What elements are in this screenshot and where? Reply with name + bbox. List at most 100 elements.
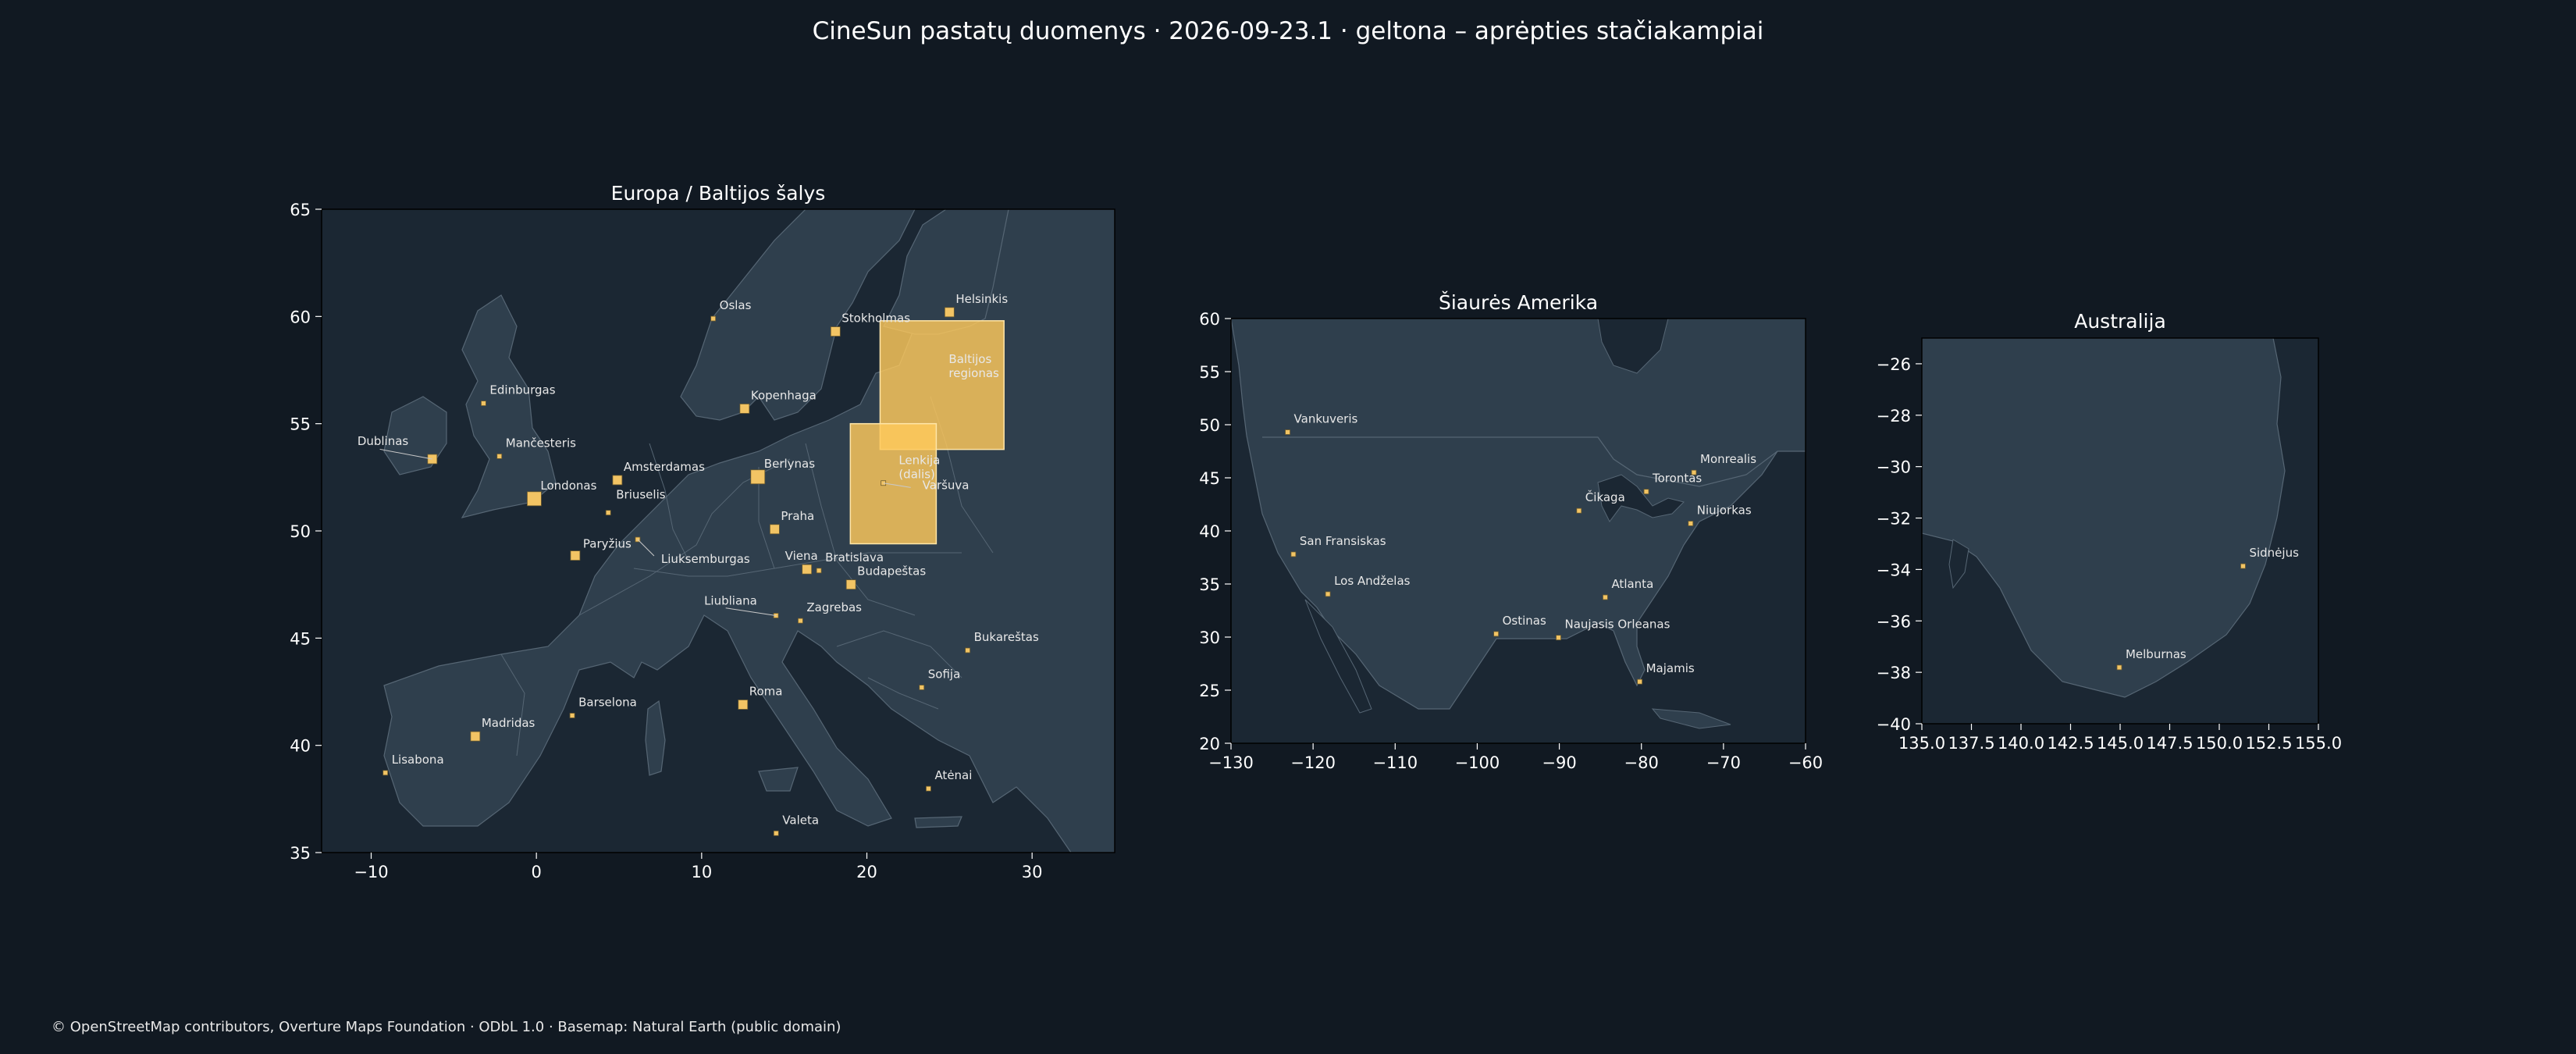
panel-na-title: Šiaurės Amerika [1439, 290, 1598, 314]
city-marker[interactable] [739, 404, 750, 414]
city-label: San Fransiskas [1300, 534, 1386, 548]
city-marker[interactable] [481, 401, 486, 406]
sicily [758, 767, 799, 792]
panel-north-america: Šiaurės Amerika Vankuveris Monrealis Toron… [1199, 290, 1823, 772]
leader-line [637, 539, 655, 557]
leader-line [725, 607, 777, 616]
coverage-label: Lenkija (dalis) [898, 454, 940, 482]
city-marker[interactable] [773, 830, 779, 836]
australia-land [1922, 338, 2286, 698]
x-tick-label: 20 [856, 863, 877, 881]
city-marker[interactable] [830, 326, 841, 336]
y-tick-label: −34 [1877, 561, 1911, 579]
city-label: Dublinas [358, 434, 409, 448]
y-tick-label: 65 [290, 201, 311, 219]
x-tick-label: 150.0 [2196, 734, 2243, 753]
city-marker[interactable] [1691, 469, 1697, 475]
city-marker[interactable] [769, 524, 780, 535]
city-label: Valeta [782, 813, 819, 827]
europe-map-area[interactable]: Baltijos regionas Lenkija (dalis) Helsinkis… [322, 209, 1115, 853]
au-ticks: 135.0 137.5 140.0 142.5 145.0 147.5 150.0 152.5… [1877, 355, 2342, 753]
city-marker[interactable] [1285, 429, 1290, 435]
city-marker[interactable] [1688, 521, 1694, 526]
city-markers: Helsinkis Oslas Stokholmas Kopenhaga Edinbur… [358, 292, 1039, 836]
city-marker[interactable] [1603, 594, 1608, 600]
city-marker[interactable] [470, 731, 481, 742]
y-tick-label: 45 [290, 629, 311, 648]
city-marker[interactable] [2116, 664, 2122, 671]
y-tick-label: 60 [1199, 310, 1220, 329]
x-tick-label: −10 [354, 863, 388, 881]
y-tick-label: 35 [290, 844, 311, 863]
europe-ticks: −10 0 10 20 30 35 40 45 50 55 60 65 [290, 201, 1042, 881]
city-marker[interactable] [710, 315, 717, 322]
x-tick-label: −90 [1542, 753, 1576, 772]
y-tick-label: 30 [1199, 628, 1220, 647]
y-tick-label: 60 [290, 308, 311, 326]
city-marker[interactable] [816, 568, 822, 574]
y-tick-label: −30 [1877, 458, 1911, 477]
y-tick-label: 55 [290, 415, 311, 434]
city-label: Varšuva [923, 479, 970, 493]
coverage-label: Baltijos regionas [948, 352, 999, 380]
crete [914, 816, 962, 828]
x-tick-label: 10 [691, 863, 712, 881]
x-tick-label: 137.5 [1948, 734, 1994, 753]
city-marker[interactable] [1576, 507, 1582, 514]
great-britain [461, 294, 557, 518]
corsica-sardinia [645, 700, 666, 776]
city-marker[interactable] [1637, 678, 1643, 685]
y-tick-label: 40 [1199, 522, 1220, 541]
y-tick-label: 40 [290, 737, 311, 756]
y-tick-label: 45 [1199, 469, 1220, 488]
au-city-markers: Sidnėjus Melburnas [2116, 546, 2299, 671]
hudson-bay [1597, 319, 1669, 374]
city-marker[interactable] [965, 647, 971, 653]
city-marker[interactable] [570, 550, 581, 561]
y-tick-label: −26 [1877, 355, 1911, 374]
x-tick-label: −70 [1706, 753, 1741, 772]
coverage-rect[interactable] [849, 422, 938, 545]
na-map-area[interactable]: Vankuveris Monrealis Torontas Čikaga Niujork… [1231, 319, 1806, 743]
city-marker[interactable] [926, 785, 931, 792]
x-tick-label: −110 [1372, 753, 1418, 772]
city-marker[interactable] [1556, 635, 1561, 641]
city-marker[interactable] [612, 475, 623, 486]
city-marker[interactable] [2240, 563, 2246, 569]
city-label: Monrealis [1700, 452, 1756, 466]
city-marker[interactable] [919, 685, 925, 690]
city-label: Atėnai [934, 768, 972, 782]
city-marker[interactable] [1493, 631, 1500, 637]
panel-au-title: Australija [2074, 310, 2166, 333]
city-marker[interactable] [496, 454, 503, 459]
city-label: Liuksemburgas [661, 552, 750, 566]
city-marker[interactable] [605, 510, 611, 516]
city-marker[interactable] [1643, 489, 1649, 495]
city-marker[interactable] [738, 700, 749, 710]
y-tick-label: −38 [1877, 664, 1911, 682]
city-marker[interactable] [798, 618, 803, 624]
city-label: Madridas [482, 716, 535, 730]
city-label: Londonas [540, 479, 596, 493]
y-tick-label: 20 [1199, 735, 1220, 753]
city-marker[interactable] [802, 564, 813, 575]
city-label: Edinburgas [489, 383, 555, 397]
city-marker[interactable] [944, 307, 955, 318]
city-label: Helsinkis [955, 292, 1008, 306]
city-label: Ostinas [1503, 614, 1546, 628]
city-marker[interactable] [382, 770, 389, 776]
city-marker[interactable] [1325, 591, 1331, 597]
city-label: Melburnas [2126, 647, 2186, 661]
city-marker[interactable] [569, 713, 575, 718]
north-america-land [1231, 319, 1806, 710]
city-label: Atlanta [1611, 577, 1653, 591]
x-tick-label: 152.5 [2245, 734, 2292, 753]
city-marker[interactable] [750, 469, 766, 485]
city-marker[interactable] [1290, 551, 1297, 557]
city-marker[interactable] [845, 579, 856, 590]
y-tick-label: 50 [290, 522, 311, 541]
city-marker[interactable] [527, 491, 542, 507]
au-map-area[interactable]: Sidnėjus Melburnas [1922, 338, 2318, 724]
x-tick-label: 140.0 [1998, 734, 2044, 753]
